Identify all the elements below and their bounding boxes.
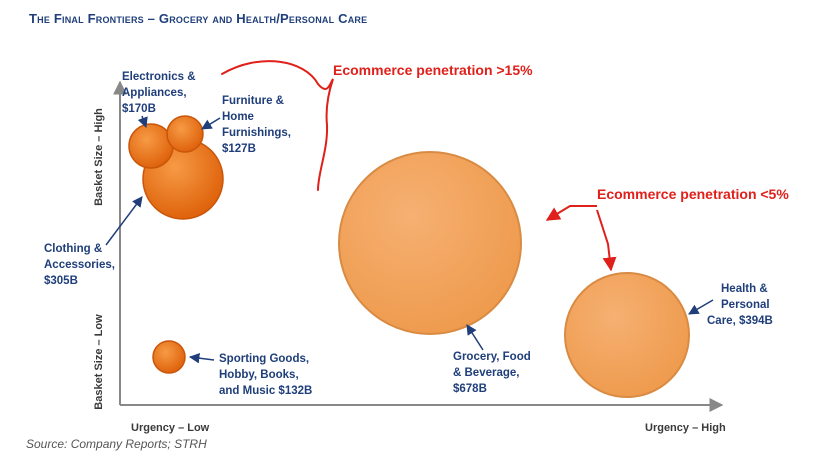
bubble-furniture-home [166,115,204,153]
annotation-low-penetration: Ecommerce penetration <5% [597,186,789,202]
bubble-grocery-food [338,151,522,335]
label-health: Health & Personal Care, $394B [707,283,773,327]
label-electronics: Electronics & Appliances, $170B [122,71,199,115]
y-axis-low-label: Basket Size – Low [93,314,105,410]
bubble-sporting-goods [152,340,186,374]
bubble-health-personal-care [564,272,690,398]
label-furniture: Furniture & Home Furnishings, $127B [222,95,294,155]
arrow-sporting [188,352,215,364]
label-grocery: Grocery, Food & Beverage, $678B [453,351,534,395]
bubble-electronics-appliances [128,123,174,169]
chart-title: The Final Frontiers – Grocery and Health… [29,11,368,26]
x-axis-low-label: Urgency – Low [131,422,210,434]
red-arrow-grocery [545,205,597,221]
red-arrow-health [596,209,617,272]
label-sporting: Sporting Goods, Hobby, Books, and Music … [219,353,312,397]
arrow-grocery [466,324,484,351]
annotation-high-penetration: Ecommerce penetration >15% [333,62,533,78]
arrow-health [688,299,714,315]
arrow-furniture [201,117,221,130]
arrow-clothing [105,196,143,246]
arrow-electronics [137,115,148,128]
x-axis-high-label: Urgency – High [645,422,726,434]
red-brace [221,60,334,191]
y-axis-high-label: Basket Size – High [93,108,105,206]
label-clothing: Clothing & Accessories, $305B [44,243,118,287]
source-note: Source: Company Reports; STRH [26,437,207,451]
